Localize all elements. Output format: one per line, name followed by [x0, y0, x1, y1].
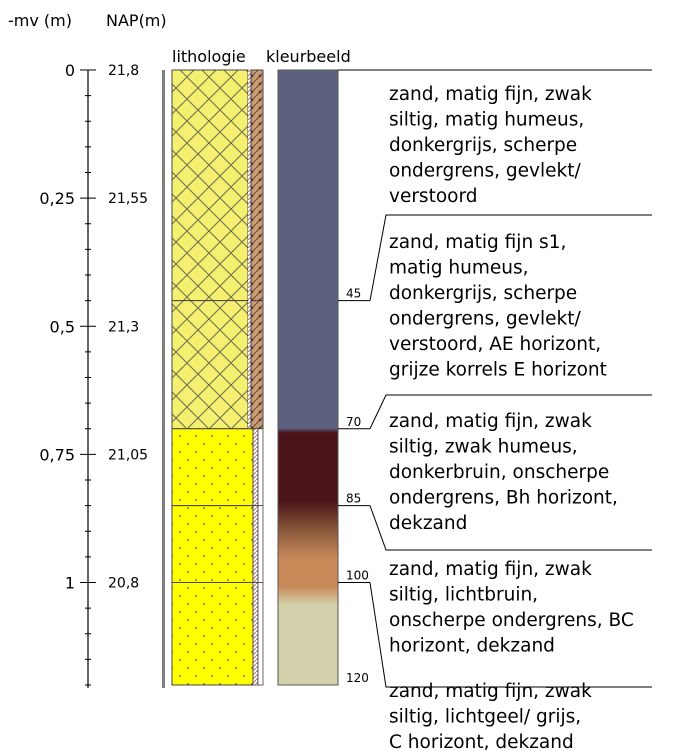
- depth-tick-label: 0: [65, 61, 75, 80]
- lithology-admixture-stripe: [252, 582, 259, 686]
- lithology-layer: [171, 69, 249, 302]
- layer-description-line: grijze korrels E horizont: [389, 360, 607, 381]
- layer-description-line: onscherpe ondergrens, BC: [389, 610, 634, 631]
- boundary-leader-line: [369, 505, 652, 551]
- lithology-layer: [171, 505, 254, 583]
- lithology-admixture-stripe: [252, 505, 259, 583]
- layer-description-line: zand, matig fijn, zwak: [389, 411, 592, 432]
- nap-tick-label: 21,8: [108, 63, 139, 79]
- boundary-leader-line: [369, 394, 652, 429]
- color-column-header: kleurbeeld: [266, 47, 351, 66]
- layer-description-line: verstoord: [389, 186, 478, 207]
- layer-description-line: zand, matig fijn, zwak: [389, 84, 592, 105]
- layer-description-line: donkergrijs, scherpe: [389, 135, 577, 156]
- layer-description-line: zand, matig fijn s1,: [389, 232, 566, 253]
- color-column: [277, 69, 339, 686]
- layer-description-line: ondergrens, gevlekt/: [389, 161, 581, 182]
- lithology-layer: [171, 428, 254, 507]
- depth-tick-label: 0,25: [39, 189, 75, 208]
- layer-depth-label: 45: [346, 287, 361, 301]
- lithology-side-pattern: [250, 69, 264, 302]
- lithology-header: lithologie: [172, 47, 246, 66]
- lithology-layer: [171, 582, 254, 686]
- layer-depth-label: 100: [346, 569, 369, 583]
- layer-description-line: siltig, zwak humeus,: [389, 437, 578, 458]
- nap-tick-label: 21,55: [108, 191, 148, 207]
- lithology-admixture-stripe: [248, 70, 251, 301]
- layer-description-line: donkerbruin, onscherpe: [389, 462, 609, 483]
- depth-axis-ticks: 0 21,8 0,25 21,55 0,5 21,3 0,75 21,05 1 20,8: [39, 61, 148, 686]
- layer-depth-label: 120: [346, 671, 369, 685]
- layer-description-line: matig humeus,: [389, 258, 528, 279]
- layer-description-line: siltig, matig humeus,: [389, 110, 584, 131]
- lithology-layer: [171, 300, 249, 430]
- lithology-side-pattern: [257, 428, 264, 507]
- boundary-leader-line: [369, 582, 652, 688]
- layer-description-line: ondergrens, Bh horizont,: [389, 488, 618, 509]
- nap-axis-header: NAP(m): [106, 11, 167, 30]
- depth-tick-label: 0,75: [39, 445, 75, 464]
- lithology-side-pattern: [250, 300, 264, 430]
- profile-edge-bar: [162, 70, 165, 688]
- layer-description-line: siltig, lichtbruin,: [389, 585, 538, 606]
- layer-description-line: C horizont, dekzand: [389, 732, 574, 751]
- lithology-admixture-stripe: [248, 300, 251, 429]
- layer-description-line: horizont, dekzand: [389, 636, 555, 657]
- layer-description-line: dekzand: [389, 513, 467, 534]
- lithology-side-pattern: [257, 505, 264, 583]
- nap-tick-label: 21,05: [108, 447, 148, 463]
- depth-tick-label: 1: [65, 574, 75, 593]
- lithology-admixture-stripe: [252, 428, 259, 507]
- lithology-column: [171, 69, 264, 686]
- layer-description-line: zand, matig fijn, zwak: [389, 681, 592, 702]
- layer-description-line: siltig, lichtgeel/ grijs,: [389, 707, 581, 728]
- nap-tick-label: 20,8: [108, 576, 139, 592]
- layer-description-line: donkergrijs, scherpe: [389, 283, 577, 304]
- depth-axis-header: -mv (m): [8, 11, 72, 30]
- layer-description-line: ondergrens, gevlekt/: [389, 309, 581, 330]
- lithology-side-pattern: [257, 582, 264, 686]
- layer-description-line: verstoord, AE horizont,: [389, 334, 601, 355]
- layer-descriptions: zand, matig fijn, zwak siltig, matig hume…: [389, 84, 634, 751]
- nap-tick-label: 21,3: [108, 319, 139, 335]
- boundary-leader-line: [369, 214, 652, 301]
- layer-boundaries: 45 70 85 100 120: [338, 69, 652, 688]
- depth-tick-label: 0,5: [50, 317, 75, 336]
- layer-depth-label: 85: [346, 492, 361, 506]
- layer-description-line: zand, matig fijn, zwak: [389, 559, 592, 580]
- layer-depth-label: 70: [346, 415, 361, 429]
